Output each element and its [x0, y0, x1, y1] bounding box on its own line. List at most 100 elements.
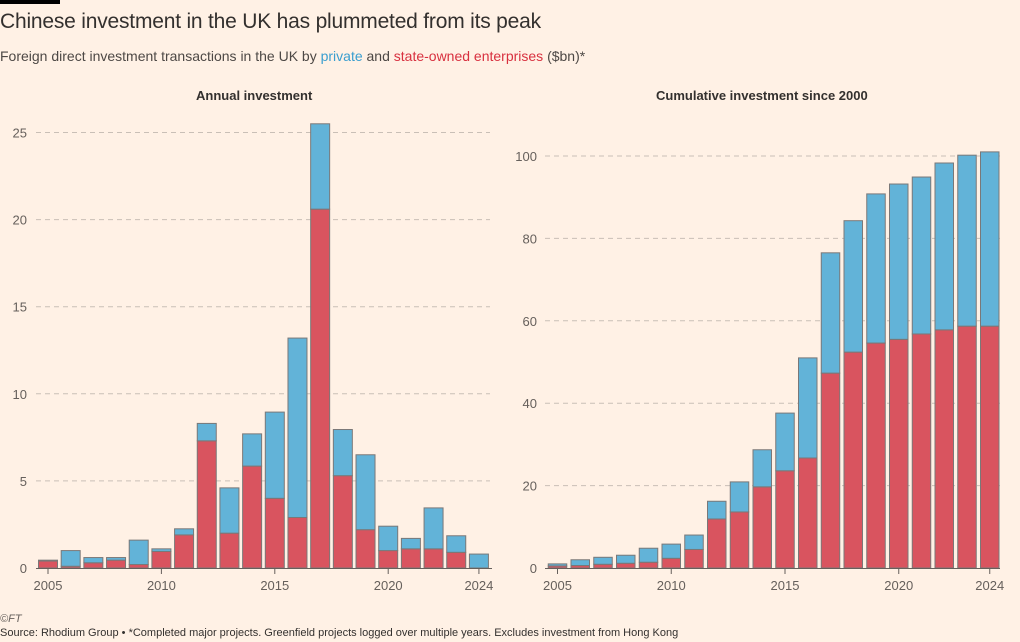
annual-bar-state-owned-2007	[83, 562, 104, 569]
cumulative-bar-state-owned-2020	[889, 338, 909, 569]
annual-bar-state-owned-2022	[423, 548, 444, 569]
cumulative-bar-state-owned-2019	[866, 342, 886, 569]
cumulative-bar-private-2020	[889, 183, 909, 340]
cumulative-bar-private-2009	[638, 547, 659, 563]
annual-bar-private-2018	[332, 429, 353, 477]
annual-bar-state-owned-2017	[310, 208, 331, 569]
cumulative-ytick-label: 20	[523, 479, 537, 494]
copyright: ©FT	[0, 613, 22, 625]
annual-bar-state-owned-2018	[332, 475, 353, 569]
annual-bar-private-2006	[60, 550, 81, 567]
annual-bar-private-2020	[378, 525, 399, 552]
annual-bar-state-owned-2019	[355, 529, 376, 569]
annual-bar-private-2021	[400, 537, 421, 550]
annual-ytick-label: 0	[20, 561, 27, 576]
source-note: Source: Rhodium Group • *Completed major…	[0, 627, 679, 639]
annual-bar-private-2010	[151, 548, 172, 552]
cumulative-ytick-label: 60	[523, 314, 537, 329]
annual-bar-private-2017	[310, 123, 331, 210]
cumulative-bar-private-2015	[775, 412, 795, 472]
annual-bar-private-2014	[242, 433, 263, 467]
cumulative-ytick-label: 0	[530, 561, 537, 576]
cumulative-bar-private-2010	[661, 543, 681, 559]
cumulative-bar-state-owned-2015	[775, 470, 795, 569]
annual-bar-state-owned-2014	[242, 465, 263, 569]
annual-bar-private-2024	[468, 553, 489, 569]
legend-private: private	[320, 48, 363, 64]
cumulative-ytick-label: 40	[523, 396, 537, 411]
cumulative-bar-state-owned-2014	[752, 486, 772, 569]
annual-bar-private-2023	[446, 535, 467, 553]
cumulative-bar-state-owned-2009	[638, 561, 659, 569]
cumulative-bar-private-2006	[570, 559, 590, 567]
annual-bar-private-2008	[106, 557, 127, 561]
cumulative-bar-state-owned-2008	[616, 562, 636, 569]
cumulative-xtick-label: 2020	[884, 578, 913, 593]
annual-bar-state-owned-2013	[219, 532, 240, 569]
annual-bar-state-owned-2005	[38, 560, 58, 569]
cumulative-bar-state-owned-2022	[934, 329, 954, 569]
cumulative-bar-state-owned-2012	[707, 518, 727, 569]
subtitle-suffix: ($bn)*	[543, 48, 586, 64]
annual-ytick-label: 10	[13, 387, 27, 402]
cumulative-bar-state-owned-2018	[843, 351, 863, 569]
annual-xtick-label: 2015	[260, 578, 289, 593]
cumulative-bar-private-2014	[752, 449, 772, 488]
annual-bar-private-2013	[219, 487, 240, 534]
annual-bar-private-2015	[264, 411, 285, 499]
annual-bar-state-owned-2010	[151, 550, 172, 569]
cumulative-bar-private-2024	[980, 151, 1000, 327]
annual-bar-private-2005	[38, 559, 58, 562]
annual-bar-private-2022	[423, 507, 444, 550]
annual-bar-state-owned-2008	[106, 559, 127, 569]
legend-state-owned: state-owned enterprises	[393, 48, 544, 64]
chart-subtitle: Foreign direct investment transactions i…	[0, 48, 585, 64]
cumulative-ytick-label: 80	[523, 231, 537, 246]
annual-bar-state-owned-2015	[264, 497, 285, 569]
annual-ytick-label: 25	[13, 126, 27, 141]
cumulative-bar-state-owned-2017	[820, 372, 841, 569]
subtitle-prefix: Foreign direct investment transactions i…	[0, 48, 321, 64]
cumulative-bar-private-2005	[547, 563, 568, 567]
cumulative-bar-state-owned-2011	[684, 548, 704, 569]
annual-bar-private-2019	[355, 454, 376, 531]
cumulative-bar-private-2016	[798, 357, 818, 459]
cumulative-bar-state-owned-2013	[729, 511, 750, 569]
annual-bar-state-owned-2021	[400, 548, 421, 569]
cumulative-xtick-label: 2024	[975, 578, 1004, 593]
subtitle-and: and	[362, 48, 394, 64]
annual-bar-state-owned-2023	[446, 551, 467, 569]
cumulative-bar-state-owned-2007	[593, 563, 613, 569]
cumulative-bar-private-2013	[729, 481, 750, 513]
annual-ytick-label: 5	[20, 474, 27, 489]
cumulative-panel-title: Cumulative investment since 2000	[656, 88, 868, 103]
cumulative-bar-state-owned-2024	[980, 325, 1000, 569]
annual-ytick-label: 20	[13, 213, 27, 228]
annual-bar-private-2011	[174, 528, 195, 536]
annual-xtick-label: 2024	[464, 578, 493, 593]
annual-xtick-label: 2005	[34, 578, 63, 593]
annual-panel-title: Annual investment	[196, 88, 313, 103]
chart-title: Chinese investment in the UK has plummet…	[0, 10, 541, 33]
annual-bar-state-owned-2012	[196, 440, 217, 569]
cumulative-bar-state-owned-2010	[661, 557, 681, 569]
annual-bar-state-owned-2016	[287, 516, 308, 569]
annual-bar-private-2016	[287, 337, 308, 518]
annual-bar-state-owned-2011	[174, 534, 195, 569]
cumulative-bar-private-2011	[684, 534, 704, 550]
annual-bar-state-owned-2009	[128, 564, 149, 569]
annual-xtick-label: 2010	[147, 578, 176, 593]
cumulative-bar-state-owned-2021	[911, 333, 932, 569]
ft-brand-bar	[0, 0, 60, 4]
cumulative-bar-state-owned-2016	[798, 457, 818, 569]
annual-bar-private-2012	[196, 422, 217, 442]
cumulative-bar-private-2017	[820, 252, 841, 374]
cumulative-bar-private-2012	[707, 500, 727, 520]
cumulative-bar-private-2021	[911, 176, 932, 335]
cumulative-bar-private-2019	[866, 193, 886, 344]
cumulative-bar-private-2008	[616, 554, 636, 564]
annual-ytick-label: 15	[13, 300, 27, 315]
annual-xtick-label: 2020	[374, 578, 403, 593]
cumulative-xtick-label: 2005	[543, 578, 572, 593]
